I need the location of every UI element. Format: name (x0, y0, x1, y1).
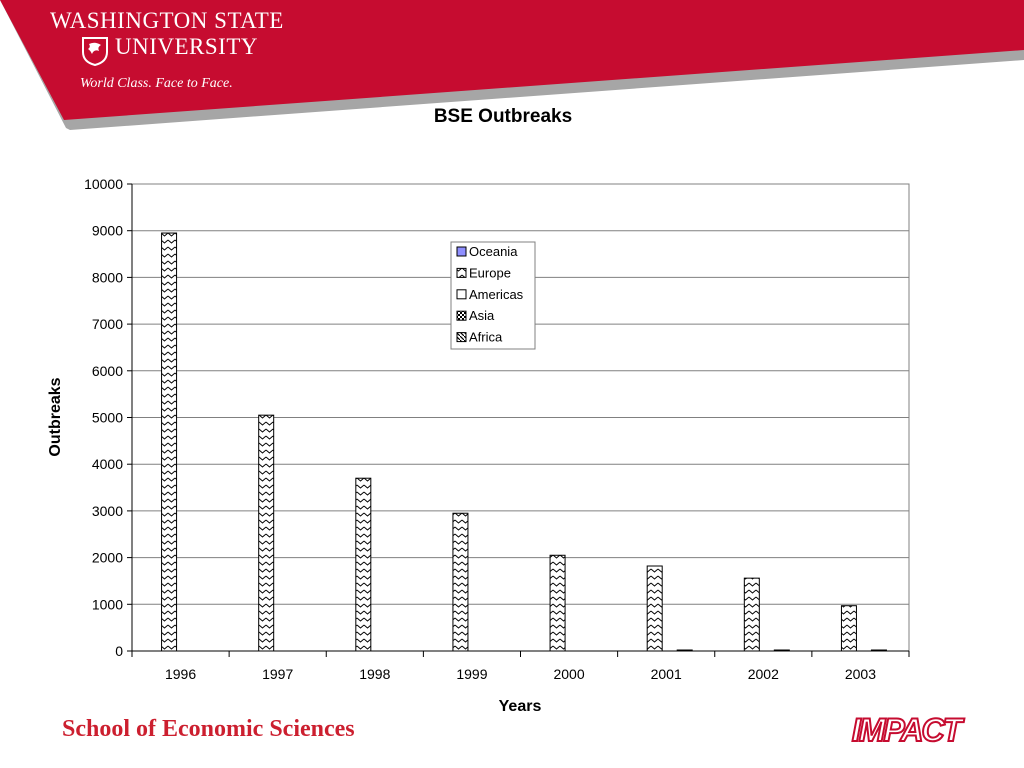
bar-asia-2003 (870, 649, 887, 652)
bar-series (161, 232, 887, 652)
university-name-line1: WASHINGTON STATE (50, 8, 284, 33)
wsu-cougar-seal-icon (82, 37, 108, 66)
chart-title: BSE Outbreaks (434, 106, 572, 127)
legend-label: Oceania (469, 244, 518, 259)
bar-europe-1999 (452, 512, 469, 652)
bar-europe-2000 (549, 554, 566, 652)
x-tick-label: 2002 (748, 666, 779, 682)
university-name-line2: UNIVERSITY (115, 34, 258, 59)
header-banner (0, 0, 1024, 130)
banner-red (0, 0, 1024, 120)
y-tick-label: 1000 (92, 596, 123, 612)
bar-europe-1996 (161, 232, 178, 652)
impact-logo-icon: IMPACT (851, 712, 968, 746)
y-axis-label: Outbreaks (47, 377, 64, 456)
legend-swatch-africa (456, 332, 467, 343)
bar-asia-2002 (773, 649, 790, 652)
bar-europe-2002 (743, 577, 760, 652)
y-tick-label: 10000 (84, 176, 123, 192)
legend-swatch-asia (456, 310, 467, 321)
x-tick-label: 2001 (651, 666, 682, 682)
wsu-logo: WASHINGTON STATE UNIVERSITY World Class.… (50, 8, 283, 98)
bar-europe-2001 (646, 565, 663, 652)
legend-label: Europe (469, 265, 511, 280)
y-tick-label: 9000 (92, 223, 123, 239)
x-tick-label: 2003 (845, 666, 876, 682)
x-tick-label: 2000 (553, 666, 584, 682)
y-tick-label: 6000 (92, 363, 123, 379)
x-tick-label: 1999 (456, 666, 487, 682)
legend-label: Asia (469, 308, 495, 323)
bar-europe-1998 (355, 477, 372, 652)
y-tick-label: 2000 (92, 550, 123, 566)
x-axis: 1996 1997 1998 1999 2000 2001 2002 2003 (131, 650, 910, 682)
x-axis-label: Years (499, 698, 542, 715)
school-name: School of Economic Sciences (62, 716, 355, 742)
bar-asia-2001 (676, 649, 693, 652)
university-tagline: World Class. Face to Face. (80, 76, 233, 91)
y-tick-label: 7000 (92, 316, 123, 332)
legend-swatch-americas (456, 289, 467, 300)
legend: Oceania Europe Americas Asia Africa (450, 241, 536, 350)
x-tick-label: 1996 (165, 666, 196, 682)
x-tick-label: 1998 (359, 666, 390, 682)
x-tick-label: 1997 (262, 666, 293, 682)
legend-swatch-oceania (456, 246, 467, 257)
legend-label: Americas (469, 287, 524, 302)
y-axis: 0 1000 2000 3000 4000 5000 6000 7000 8000 9000 100… (84, 176, 133, 659)
legend-label: Africa (469, 330, 503, 345)
y-tick-label: 4000 (92, 456, 123, 472)
bar-europe-1997 (258, 414, 275, 652)
y-tick-label: 3000 (92, 503, 123, 519)
impact-logo-text: IMPACT (852, 712, 965, 746)
y-tick-label: 8000 (92, 269, 123, 285)
y-tick-label: 5000 (92, 410, 123, 426)
y-tick-label: 0 (115, 643, 123, 659)
legend-swatch-europe (456, 267, 467, 278)
bar-europe-2003 (840, 605, 857, 652)
